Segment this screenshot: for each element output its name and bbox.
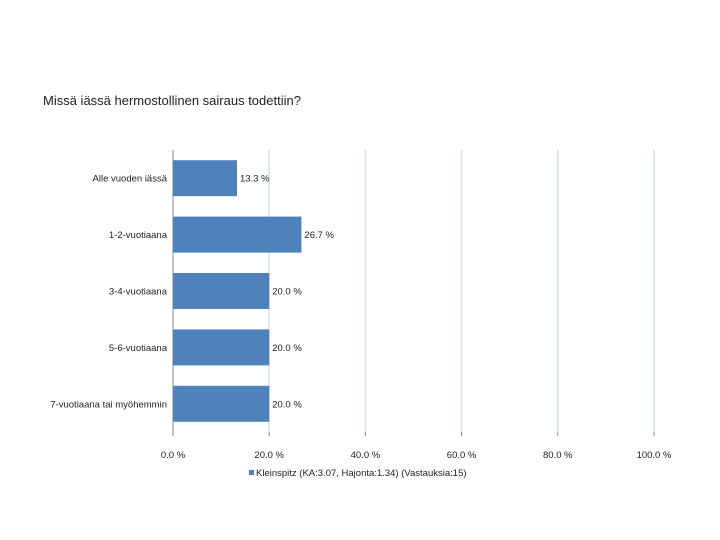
legend-swatch	[249, 470, 254, 475]
chart-title: Missä iässä hermostollinen sairaus todet…	[43, 93, 301, 108]
x-tick-label: 60.0 %	[447, 450, 477, 461]
category-label: Alle vuoden iässä	[93, 174, 168, 185]
bar	[173, 160, 237, 197]
data-label: 26.7 %	[304, 230, 334, 241]
bar	[173, 216, 302, 253]
bar	[173, 329, 270, 366]
x-tick-label: 80.0 %	[543, 450, 573, 461]
x-tick-label: 0.0 %	[161, 450, 186, 461]
data-label: 20.0 %	[272, 343, 302, 354]
data-label: 20.0 %	[272, 399, 302, 410]
category-label: 5-6-vuotiaana	[109, 343, 168, 354]
x-tick-label: 100.0 %	[637, 450, 672, 461]
bar	[173, 273, 270, 309]
category-label: 3-4-vuotiaana	[109, 287, 168, 298]
x-tick-label: 40.0 %	[351, 450, 381, 461]
legend-label: Kleinspitz (KA:3.07, Hajonta:1.34) (Vast…	[256, 468, 467, 479]
data-label: 13.3 %	[240, 174, 270, 185]
data-label: 20.0 %	[272, 287, 302, 298]
bar	[173, 385, 270, 422]
x-tick-label: 20.0 %	[254, 450, 284, 461]
category-label: 1-2-vuotiaana	[109, 230, 168, 241]
category-label: 7-vuotiaana tai myöhemmin	[50, 399, 167, 410]
